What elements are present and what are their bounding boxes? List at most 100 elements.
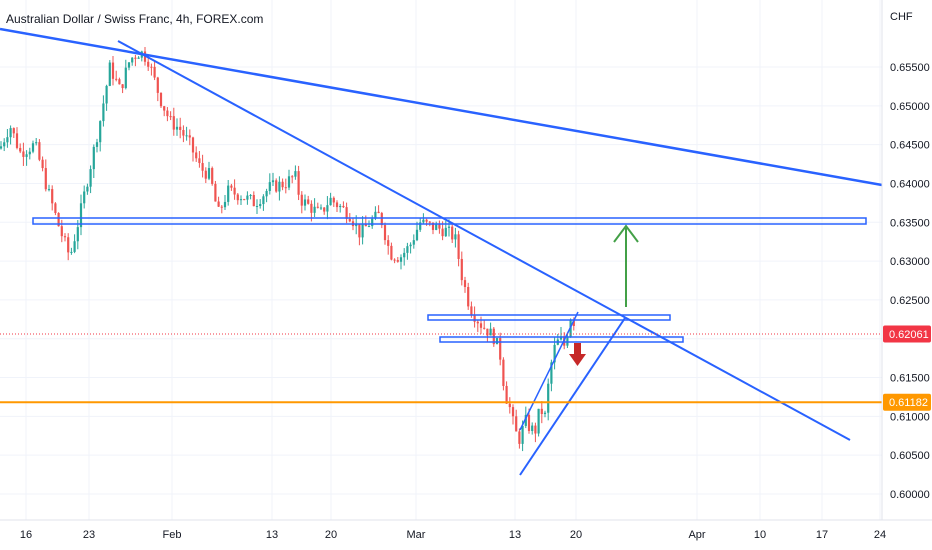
candle-body xyxy=(428,221,431,223)
candle-body xyxy=(259,204,262,207)
wedge-lower-line[interactable] xyxy=(519,317,626,476)
candle-body xyxy=(415,229,419,241)
candle-body xyxy=(220,206,223,208)
resistance-zone[interactable] xyxy=(32,217,867,225)
x-tick-label: 16 xyxy=(20,529,32,541)
candle-body xyxy=(470,306,473,316)
candle-body xyxy=(527,414,531,431)
wedge-upper-line[interactable] xyxy=(519,311,579,431)
candle-body xyxy=(89,169,92,187)
candle-body xyxy=(451,226,454,240)
x-tick-label: 23 xyxy=(83,529,95,541)
candle-body xyxy=(198,158,201,164)
candle-body xyxy=(297,171,300,195)
candle-body xyxy=(67,237,70,253)
candle-body xyxy=(76,227,79,242)
candle-body xyxy=(540,408,543,414)
candle-body xyxy=(323,207,326,212)
candle-body xyxy=(364,223,367,227)
candle-body xyxy=(236,194,239,201)
candle-body xyxy=(35,142,38,144)
candle-body xyxy=(521,425,524,444)
candle-body xyxy=(284,187,287,189)
candle-body xyxy=(172,116,175,130)
candle-body xyxy=(454,234,457,240)
svg-text:0.62061: 0.62061 xyxy=(889,329,929,341)
y-tick-label: 0.60000 xyxy=(890,489,930,501)
long-trendline[interactable] xyxy=(0,27,883,187)
candle-body xyxy=(185,135,188,137)
candle-body xyxy=(339,205,342,208)
candle-body xyxy=(374,211,377,219)
candle-body xyxy=(249,194,252,196)
candle-body xyxy=(182,130,185,136)
candle-body xyxy=(230,185,233,188)
candle-body xyxy=(163,106,166,111)
candle-body xyxy=(399,257,403,262)
candle-body xyxy=(19,147,22,152)
candle-body xyxy=(47,189,51,191)
candle-body xyxy=(118,79,121,85)
candle-body xyxy=(188,135,191,138)
candle-body xyxy=(275,180,278,192)
candle-body xyxy=(204,170,207,179)
lower-zone[interactable] xyxy=(439,336,684,343)
candle-body xyxy=(223,201,227,208)
y-tick-label: 0.64500 xyxy=(890,140,930,152)
down-arrow-icon xyxy=(569,343,586,366)
y-tick-label: 0.61000 xyxy=(890,411,930,423)
candle-body xyxy=(342,205,345,208)
candle-body xyxy=(243,199,246,201)
candle-body xyxy=(550,362,553,384)
candle-body xyxy=(191,137,195,153)
time-axis[interactable] xyxy=(0,520,932,550)
candle-body xyxy=(179,126,182,131)
candle-body xyxy=(543,412,547,414)
candle-body xyxy=(28,151,31,155)
candle-body xyxy=(108,62,111,86)
candle-body xyxy=(518,431,521,444)
candle-body xyxy=(121,84,124,89)
candle-body xyxy=(559,336,563,340)
candle-body xyxy=(44,168,47,190)
candle-body xyxy=(73,241,76,252)
candle-body xyxy=(383,225,387,241)
candle-body xyxy=(534,425,537,434)
candle-body xyxy=(547,383,550,413)
candle-body xyxy=(51,189,54,204)
drawings[interactable] xyxy=(0,27,883,476)
candle-body xyxy=(217,201,220,207)
upper-zone[interactable] xyxy=(427,314,671,321)
candle-body xyxy=(131,57,134,63)
candle-body xyxy=(175,126,179,130)
x-tick-label: Mar xyxy=(407,529,426,541)
candle-body xyxy=(268,182,271,191)
candle-body xyxy=(313,206,316,213)
candle-body xyxy=(246,195,249,200)
candle-body xyxy=(489,328,492,336)
candle-body xyxy=(412,240,415,245)
candle-body xyxy=(387,240,390,246)
y-tick-label: 0.63000 xyxy=(890,256,930,268)
candle-body xyxy=(271,180,275,183)
candle-body xyxy=(265,190,268,197)
candle-body xyxy=(147,61,150,67)
candle-body xyxy=(137,57,140,59)
candle-body xyxy=(435,224,438,230)
candle-body xyxy=(86,186,89,192)
candle-body xyxy=(255,206,259,208)
candle-body xyxy=(300,194,303,206)
candle-body xyxy=(134,57,137,59)
candle-body xyxy=(531,425,534,431)
candle-body xyxy=(358,224,361,238)
candle-body xyxy=(422,219,425,223)
candle-body xyxy=(511,407,515,417)
candle-body xyxy=(355,224,358,227)
candle-body xyxy=(479,323,483,328)
candle-body xyxy=(214,183,217,202)
price-axis[interactable] xyxy=(882,0,932,520)
candle-body xyxy=(195,152,198,159)
steep-trendline[interactable] xyxy=(117,40,851,441)
candle-body xyxy=(566,336,569,346)
